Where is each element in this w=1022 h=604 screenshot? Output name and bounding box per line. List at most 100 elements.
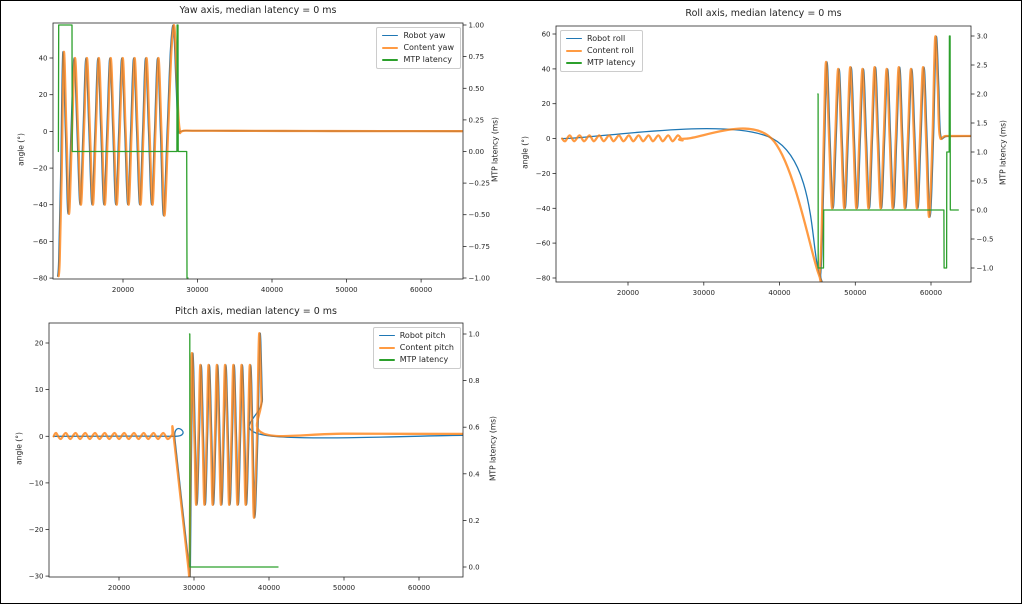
legend-item: MTP latency	[378, 355, 454, 365]
legend-item-label: MTP latency	[587, 58, 636, 68]
x-tick-label: 60000	[408, 584, 430, 592]
y-tick-label-left: 40	[542, 65, 551, 73]
legend-item: MTP latency	[566, 58, 636, 67]
legend-item: MTP latency	[382, 55, 454, 64]
y-tick-label-right: −1.0	[977, 265, 994, 273]
legend-item-label: Content roll	[587, 46, 634, 56]
y-tick-label-left: 20	[35, 340, 44, 348]
legend-item: Robot yaw	[382, 31, 454, 40]
legend-item: Content pitch	[378, 343, 454, 353]
x-tick-label: 40000	[261, 286, 283, 294]
y-tick-label-right: −0.25	[469, 180, 490, 188]
legend-item-label: MTP latency	[399, 355, 449, 365]
x-tick-label: 20000	[112, 286, 134, 294]
y-tick-label-right: 3.0	[977, 33, 988, 41]
legend-item-label: Robot roll	[587, 34, 626, 43]
series-line-content-roll	[560, 35, 971, 282]
y-tick-label-left: −20	[33, 165, 48, 173]
chart-title: Yaw axis, median latency = 0 ms	[179, 5, 337, 16]
legend-item-label: Robot yaw	[403, 31, 446, 40]
legend-item-label: Robot pitch	[399, 331, 446, 340]
y-tick-label-left: −30	[29, 573, 44, 581]
legend-item-label: MTP latency	[403, 55, 452, 65]
y-tick-label-right: 0.6	[469, 424, 481, 432]
plot-area-pitch: 20000 30000 40000 50000 60000 20 10 0 −10 −20 −30 1…	[29, 322, 481, 592]
legend: Robot roll Content roll MTP latency	[560, 30, 643, 72]
y-tick-label-left: −60	[33, 238, 48, 246]
legend-line-sample	[378, 359, 395, 361]
y-tick-label-left: −40	[33, 201, 48, 209]
legend-line-sample	[378, 346, 395, 349]
legend-item-label: Content yaw	[403, 43, 454, 53]
series-line-mtp-latency	[188, 333, 279, 568]
y-tick-label-right: 0.5	[977, 178, 988, 186]
y-tick-label-left: −80	[536, 275, 551, 283]
chart-title: Pitch axis, median latency = 0 ms	[174, 306, 337, 317]
y-tick-label-right: 1.0	[469, 331, 480, 339]
y-tick-label-left: 20	[39, 91, 48, 99]
legend-item: Robot pitch	[378, 331, 454, 340]
y-tick-label-right: 1.00	[469, 22, 485, 30]
legend-item-label: Content pitch	[399, 343, 454, 353]
legend-line-sample	[382, 34, 399, 37]
y-tick-label-right: 0.50	[469, 85, 485, 93]
x-tick-label: 50000	[335, 286, 357, 294]
legend-item: Content roll	[566, 46, 636, 55]
y-tick-label-right: 1.5	[977, 120, 988, 128]
y-tick-label-left: −40	[536, 205, 551, 213]
y-tick-label-left: −20	[536, 170, 551, 178]
y-tick-label-right: −0.5	[977, 236, 994, 244]
y-tick-label-left: 10	[35, 386, 44, 394]
legend-line-sample	[566, 49, 582, 52]
plot-area-yaw: 20000 30000 40000 50000 60000 40 20 0 −20 −40 −60 −…	[33, 22, 490, 295]
legend-line-sample	[382, 59, 399, 61]
y-tick-label-right: 0.2	[469, 517, 480, 525]
y-tick-label-right: 0.25	[469, 116, 485, 124]
series-line-content-pitch	[52, 332, 463, 577]
y-tick-label-left: 0	[43, 128, 47, 136]
y-tick-label-left: 0	[546, 135, 550, 143]
legend-line-sample	[378, 334, 395, 337]
legend: Robot pitch Content pitch MTP latency	[372, 327, 461, 369]
chart-roll: 20000 30000 40000 50000 60000 60 40 20 0 −20 −40 −6…	[503, 1, 1021, 305]
x-tick-label: 40000	[258, 584, 280, 592]
y-tick-label-right: 0.0	[469, 564, 480, 572]
y-tick-label-right: −0.50	[469, 211, 490, 219]
chart-pitch: 20000 30000 40000 50000 60000 20 10 0 −10 −20 −30 1…	[1, 301, 503, 603]
plot-area-roll: 20000 30000 40000 50000 60000 60 40 20 0 −20 −40 −6…	[536, 25, 994, 297]
series-line-mtp-latency	[57, 24, 189, 279]
x-tick-label: 40000	[768, 289, 790, 297]
y-tick-label-right: 2.5	[977, 62, 988, 70]
y-tick-label-right: 0.75	[469, 53, 485, 61]
x-tick-label: 20000	[108, 584, 130, 592]
y-tick-label-left: 20	[542, 100, 551, 108]
plot-spines	[48, 322, 464, 578]
legend-line-sample	[566, 37, 582, 40]
chart-yaw: 20000 30000 40000 50000 60000 40 20 0 −20 −40 −60 −…	[1, 1, 503, 301]
legend-item: Robot roll	[566, 34, 636, 43]
y-tick-label-right: 0.0	[977, 207, 988, 215]
x-tick-label: 60000	[410, 286, 432, 294]
y-tick-label-left: 40	[39, 55, 48, 63]
legend-line-sample	[566, 62, 582, 64]
x-tick-label: 30000	[693, 289, 715, 297]
y-tick-label-right: −0.75	[469, 243, 490, 251]
x-tick-label: 30000	[183, 584, 205, 592]
y-tick-label-left: 60	[542, 31, 551, 39]
plot-spines	[52, 22, 464, 280]
x-tick-label: 50000	[844, 289, 866, 297]
chart-title: Roll axis, median latency = 0 ms	[685, 8, 842, 19]
y-tick-label-left: 0	[39, 433, 43, 441]
y-tick-label-right: 0.4	[469, 470, 481, 478]
plot-spines	[555, 25, 972, 283]
legend-item: Content yaw	[382, 43, 454, 52]
series-line-mtp-latency	[817, 35, 959, 269]
legend-line-sample	[382, 46, 399, 49]
y-tick-label-right: −1.00	[469, 275, 490, 283]
y-tick-label-left: −10	[29, 479, 44, 487]
x-tick-label: 20000	[617, 289, 639, 297]
y-tick-label-right: 1.0	[977, 149, 988, 157]
y-tick-label-right: 2.0	[977, 91, 988, 99]
x-tick-label: 60000	[920, 289, 942, 297]
